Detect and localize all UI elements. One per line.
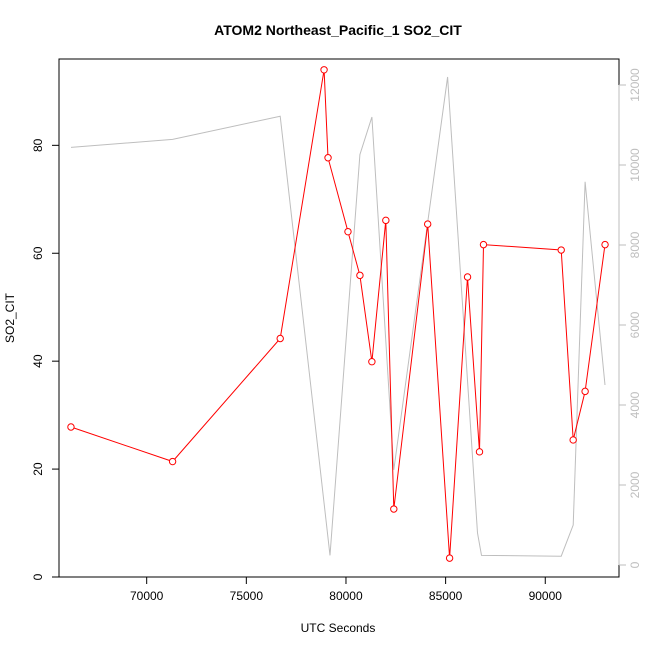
x-tick-label: 85000 <box>429 589 463 603</box>
y-axis: 0 20 40 60 80 <box>31 138 60 580</box>
y-tick-label: 80 <box>31 138 45 152</box>
so2-data-point <box>276 334 284 343</box>
series-layer <box>67 66 609 562</box>
x-tick-label: 75000 <box>230 589 264 603</box>
x-axis-label: UTC Seconds <box>301 621 376 635</box>
so2-data-point <box>382 216 390 225</box>
so2-data-point <box>601 240 609 249</box>
chart-title: ATOM2 Northeast_Pacific_1 SO2_CIT <box>214 22 462 38</box>
y2-axis: 0 2000 4000 6000 8000 10000 12000 <box>618 68 642 568</box>
y2-tick-label: 4000 <box>628 391 642 418</box>
so2-data-point <box>356 271 364 280</box>
secondary-series-line <box>70 76 606 557</box>
x-tick-label: 70000 <box>130 589 164 603</box>
so2-data-point <box>475 448 484 456</box>
x-axis: 70000 75000 80000 85000 90000 <box>130 576 563 603</box>
so2-data-point <box>67 423 75 431</box>
so2-data-point <box>324 154 332 162</box>
y2-tick-label: 6000 <box>628 311 642 338</box>
so2-data-point <box>569 436 577 444</box>
so2-data-point <box>423 220 432 228</box>
so2-data-point <box>463 273 472 281</box>
so2-data-point <box>344 227 352 236</box>
y2-tick-label: 10000 <box>628 148 642 182</box>
y-tick-label: 60 <box>31 246 45 260</box>
so2-data-point <box>581 387 589 396</box>
x-tick-label: 80000 <box>329 589 363 603</box>
so2-data-point <box>320 66 328 74</box>
y2-tick-label: 8000 <box>628 231 642 258</box>
y2-tick-label: 2000 <box>628 471 642 498</box>
so2-data-point <box>390 505 398 513</box>
so2-data-point <box>368 358 376 366</box>
so2-data-point <box>557 246 565 254</box>
y-tick-label: 0 <box>31 573 45 580</box>
y-axis-label: SO2_CIT <box>3 292 17 343</box>
x-tick-label: 90000 <box>529 589 563 603</box>
y-tick-label: 20 <box>31 462 45 476</box>
y2-tick-label: 12000 <box>628 68 642 102</box>
y2-tick-label: 0 <box>628 561 642 568</box>
so2-data-point <box>168 457 177 466</box>
y-tick-label: 40 <box>31 354 45 368</box>
so2-data-point <box>445 554 454 562</box>
so2-data-point <box>479 240 488 249</box>
